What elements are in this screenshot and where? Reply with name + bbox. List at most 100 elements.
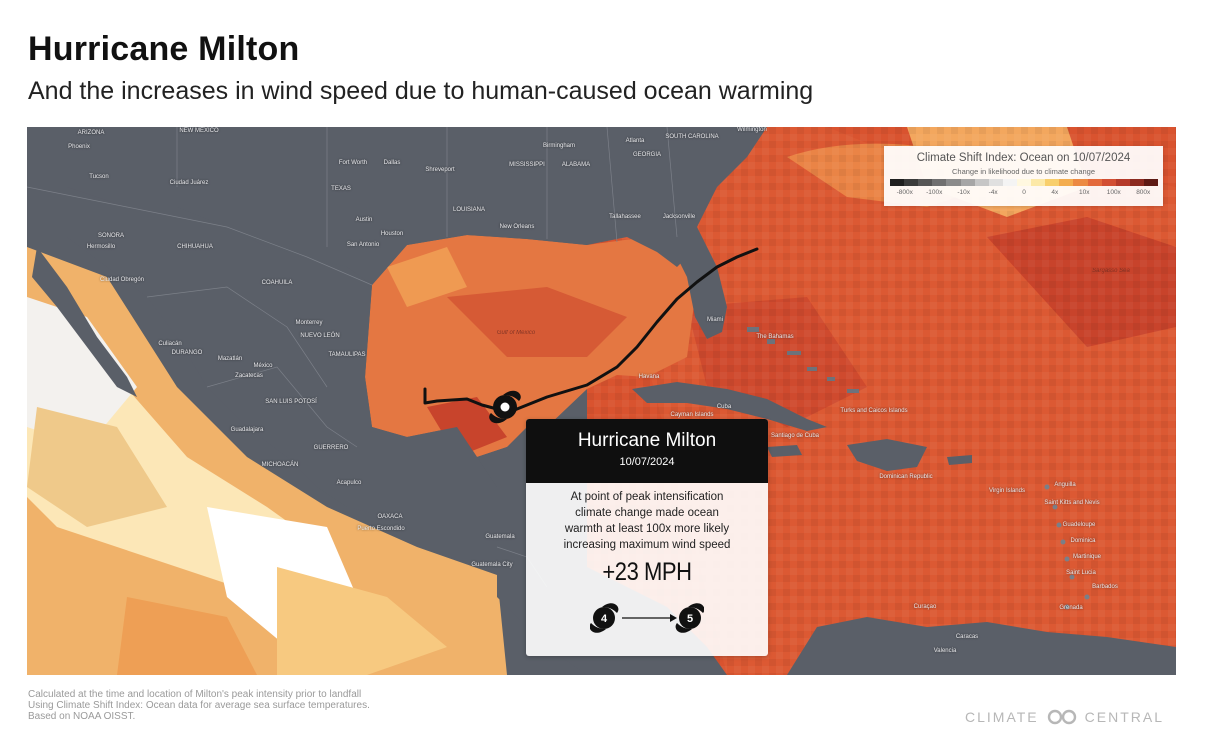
place-label: Dallas	[383, 160, 401, 166]
place-label: Miami	[707, 317, 723, 323]
legend-tick-label: -10x	[957, 189, 971, 196]
place-label: Virgin Islands	[989, 488, 1025, 494]
place-label: Turks and Caicos Islands	[840, 408, 908, 414]
place-label: Birmingham	[542, 143, 576, 149]
place-label: OAXACA	[377, 514, 403, 520]
legend-swatch	[918, 179, 933, 186]
place-label: Zacatecas	[235, 373, 263, 379]
place-label: Caracas	[955, 634, 979, 640]
lesser-antilles	[1044, 484, 1090, 610]
map-canvas	[27, 127, 1176, 675]
callout-line: climate change made ocean	[575, 507, 719, 519]
legend-swatch	[932, 179, 947, 186]
place-label: SOUTH CAROLINA	[665, 134, 719, 140]
place-label: Puerto Escondido	[357, 526, 405, 532]
legend-swatch	[946, 179, 961, 186]
place-label: Havana	[638, 374, 660, 380]
callout-line: increasing maximum wind speed	[563, 539, 731, 551]
place-label: MISSISSIPPI	[509, 162, 545, 168]
callout-header: Hurricane Milton 10/07/2024	[526, 419, 768, 483]
puerto-rico	[947, 455, 972, 465]
place-label: Jacksonville	[662, 214, 696, 220]
place-label: CHIHUAHUA	[177, 244, 213, 250]
page-title: Hurricane Milton	[28, 30, 300, 68]
legend-tick-label: -800x	[896, 189, 913, 196]
footnote: Calculated at the time and location of M…	[28, 689, 370, 722]
place-label: Martinique	[1072, 554, 1102, 560]
place-label: TAMAULIPAS	[328, 352, 366, 358]
callout-date: 10/07/2024	[619, 456, 675, 468]
place-label: Tucson	[89, 174, 109, 180]
place-label: SONORA	[97, 233, 125, 239]
milton-callout: Hurricane Milton 10/07/2024 At point of …	[526, 419, 768, 656]
cuba	[632, 382, 827, 431]
legend-swatch	[1101, 179, 1116, 186]
hurricane-category-4-icon: 4	[590, 603, 619, 633]
hurricane-category-5-icon: 5	[675, 603, 704, 633]
place-label: Wilmington	[737, 127, 767, 133]
legend-swatch	[1129, 179, 1144, 186]
footnote-line: Calculated at the time and location of M…	[28, 689, 362, 700]
page-subtitle: And the increases in wind speed due to h…	[28, 77, 814, 105]
place-label: Austin	[355, 217, 373, 223]
legend-swatch	[960, 179, 975, 186]
place-label: Guatemala City	[471, 562, 513, 568]
baja-california	[32, 247, 137, 397]
mexico-land	[27, 187, 497, 547]
place-label: Fort Worth	[338, 160, 368, 166]
legend-tick-label: 4x	[1051, 189, 1059, 196]
category-to: 5	[687, 613, 693, 625]
legend-swatch	[1031, 179, 1046, 186]
jamaica	[767, 445, 802, 457]
place-label: DURANGO	[171, 350, 203, 356]
place-label: GUERRERO	[313, 445, 349, 451]
place-label: Guadeloupe	[1062, 522, 1096, 528]
legend-swatch	[890, 179, 905, 186]
place-label: Anguilla	[1054, 482, 1076, 488]
wind-speed-increase: +23 MPH	[602, 558, 692, 586]
place-label: Grenada	[1059, 605, 1083, 611]
callout-description: At point of peak intensification climate…	[540, 489, 754, 553]
pacific-ocean	[27, 247, 507, 675]
place-label: Saint Lucia	[1066, 570, 1096, 576]
legend-swatch	[1059, 179, 1074, 186]
legend-tick-label: 100x	[1106, 189, 1121, 196]
legend-swatch	[1002, 179, 1017, 186]
legend: Climate Shift Index: Ocean on 10/07/2024…	[884, 146, 1163, 206]
callout-line: At point of peak intensification	[570, 491, 724, 503]
legend-tick-label: 10x	[1079, 189, 1090, 196]
place-label: Dominica	[1070, 538, 1096, 544]
place-label: Dominican Republic	[879, 474, 933, 480]
legend-swatch	[1087, 179, 1102, 186]
place-label: New Orleans	[499, 224, 535, 230]
place-label: COAHUILA	[261, 280, 293, 286]
place-label: Tallahassee	[609, 214, 641, 220]
place-label: San Antonio	[346, 242, 380, 248]
place-label: Gulf of Mexico	[496, 330, 536, 336]
legend-tick-label: -100x	[926, 189, 943, 196]
footnote-line: Using Climate Shift Index: Ocean data fo…	[28, 700, 370, 711]
place-label: Valencia	[933, 648, 957, 654]
arrow-right-icon	[622, 614, 677, 622]
place-label: Saint Kitts and Nevis	[1044, 500, 1100, 506]
legend-swatch	[988, 179, 1003, 186]
legend-swatch	[1045, 179, 1060, 186]
place-label: Sargasso Sea	[1092, 268, 1130, 274]
place-label: Hermosillo	[86, 244, 116, 250]
legend-swatch	[1016, 179, 1032, 186]
place-label: México	[253, 363, 273, 369]
brand-left: CLIMATE	[965, 709, 1039, 725]
footnote-line: Based on NOAA OISST.	[28, 711, 136, 722]
map[interactable]: ARIZONA NEW MEXICO Phoenix Tucson Ciudad…	[27, 127, 1176, 675]
place-label: Guadalajara	[230, 427, 264, 433]
place-label: NEW MEXICO	[179, 128, 219, 134]
brand-right: CENTRAL	[1084, 709, 1164, 725]
category-change: 4 5	[590, 603, 704, 633]
place-label: ALABAMA	[561, 162, 591, 168]
hurricane-icon	[489, 390, 521, 424]
climate-central-logo: CLIMATE CENTRAL	[965, 709, 1164, 725]
legend-swatch	[904, 179, 919, 186]
place-label: Santiago de Cuba	[770, 433, 820, 439]
callout-title: Hurricane Milton	[577, 430, 717, 451]
legend-tick-label: 0	[1022, 189, 1026, 196]
